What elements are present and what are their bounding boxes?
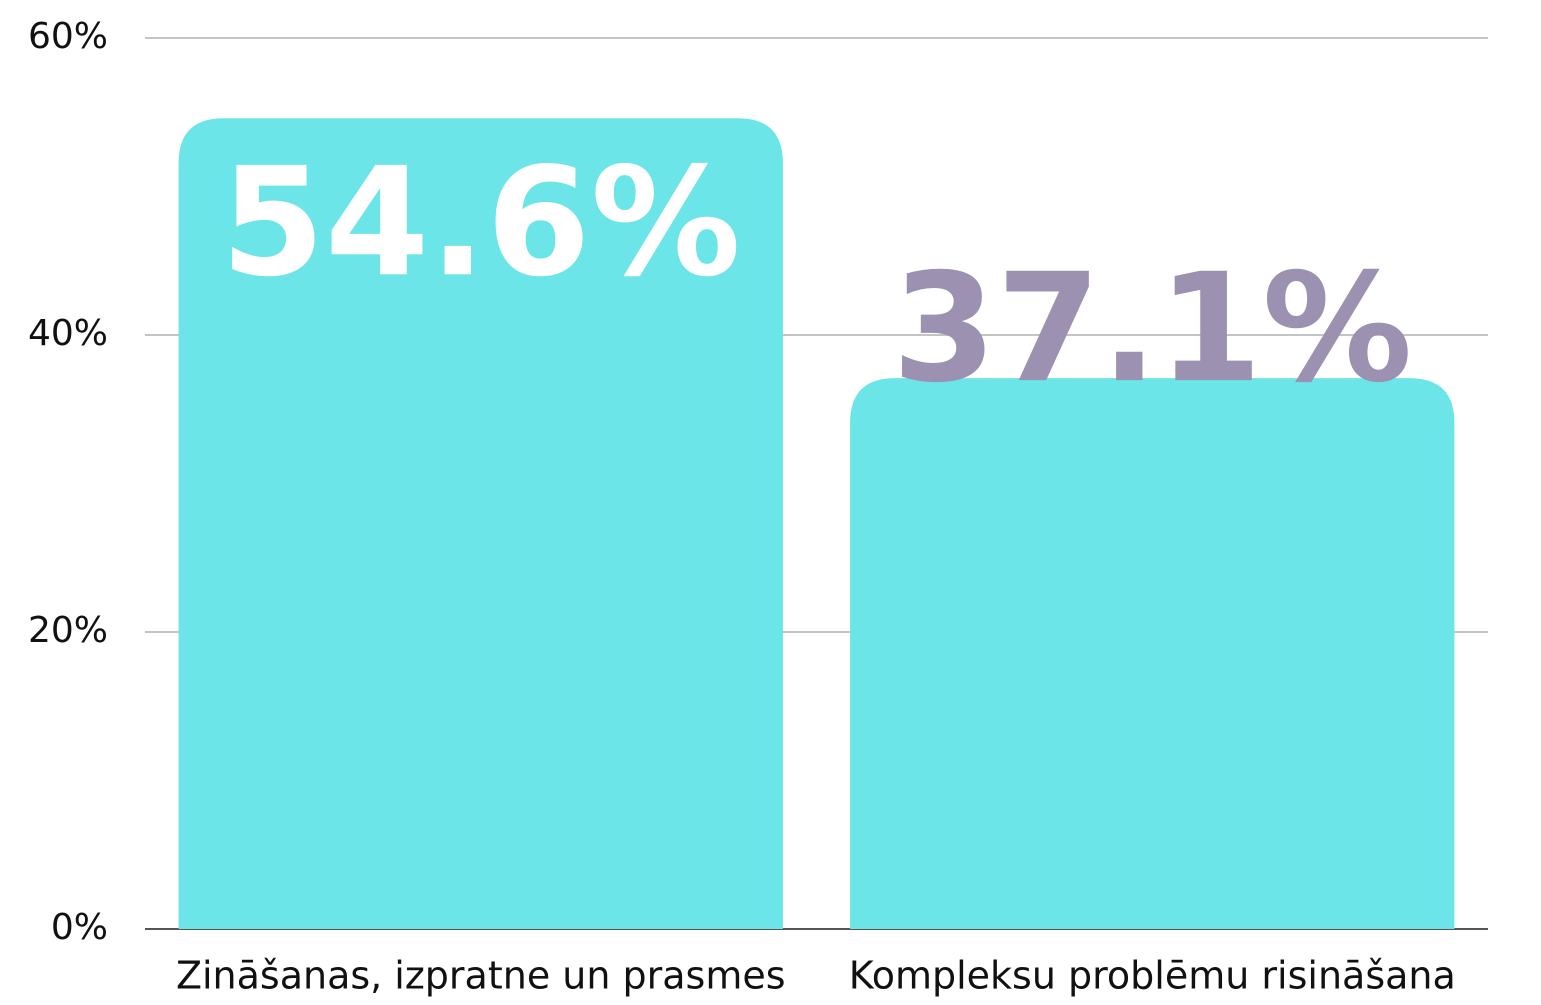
y-tick-label: 40% <box>28 313 108 354</box>
bar <box>850 378 1455 929</box>
x-tick-label: Zināšanas, izpratne un prasmes <box>176 954 786 998</box>
x-tick-label: Kompleksu problēmu risināšana <box>849 954 1456 998</box>
value-label: 37.1% <box>892 242 1412 416</box>
y-tick-label: 60% <box>28 16 108 57</box>
bar <box>178 118 783 929</box>
y-tick-label: 20% <box>28 610 108 651</box>
y-tick-label: 0% <box>51 907 108 948</box>
value-label: 54.6% <box>221 136 741 310</box>
